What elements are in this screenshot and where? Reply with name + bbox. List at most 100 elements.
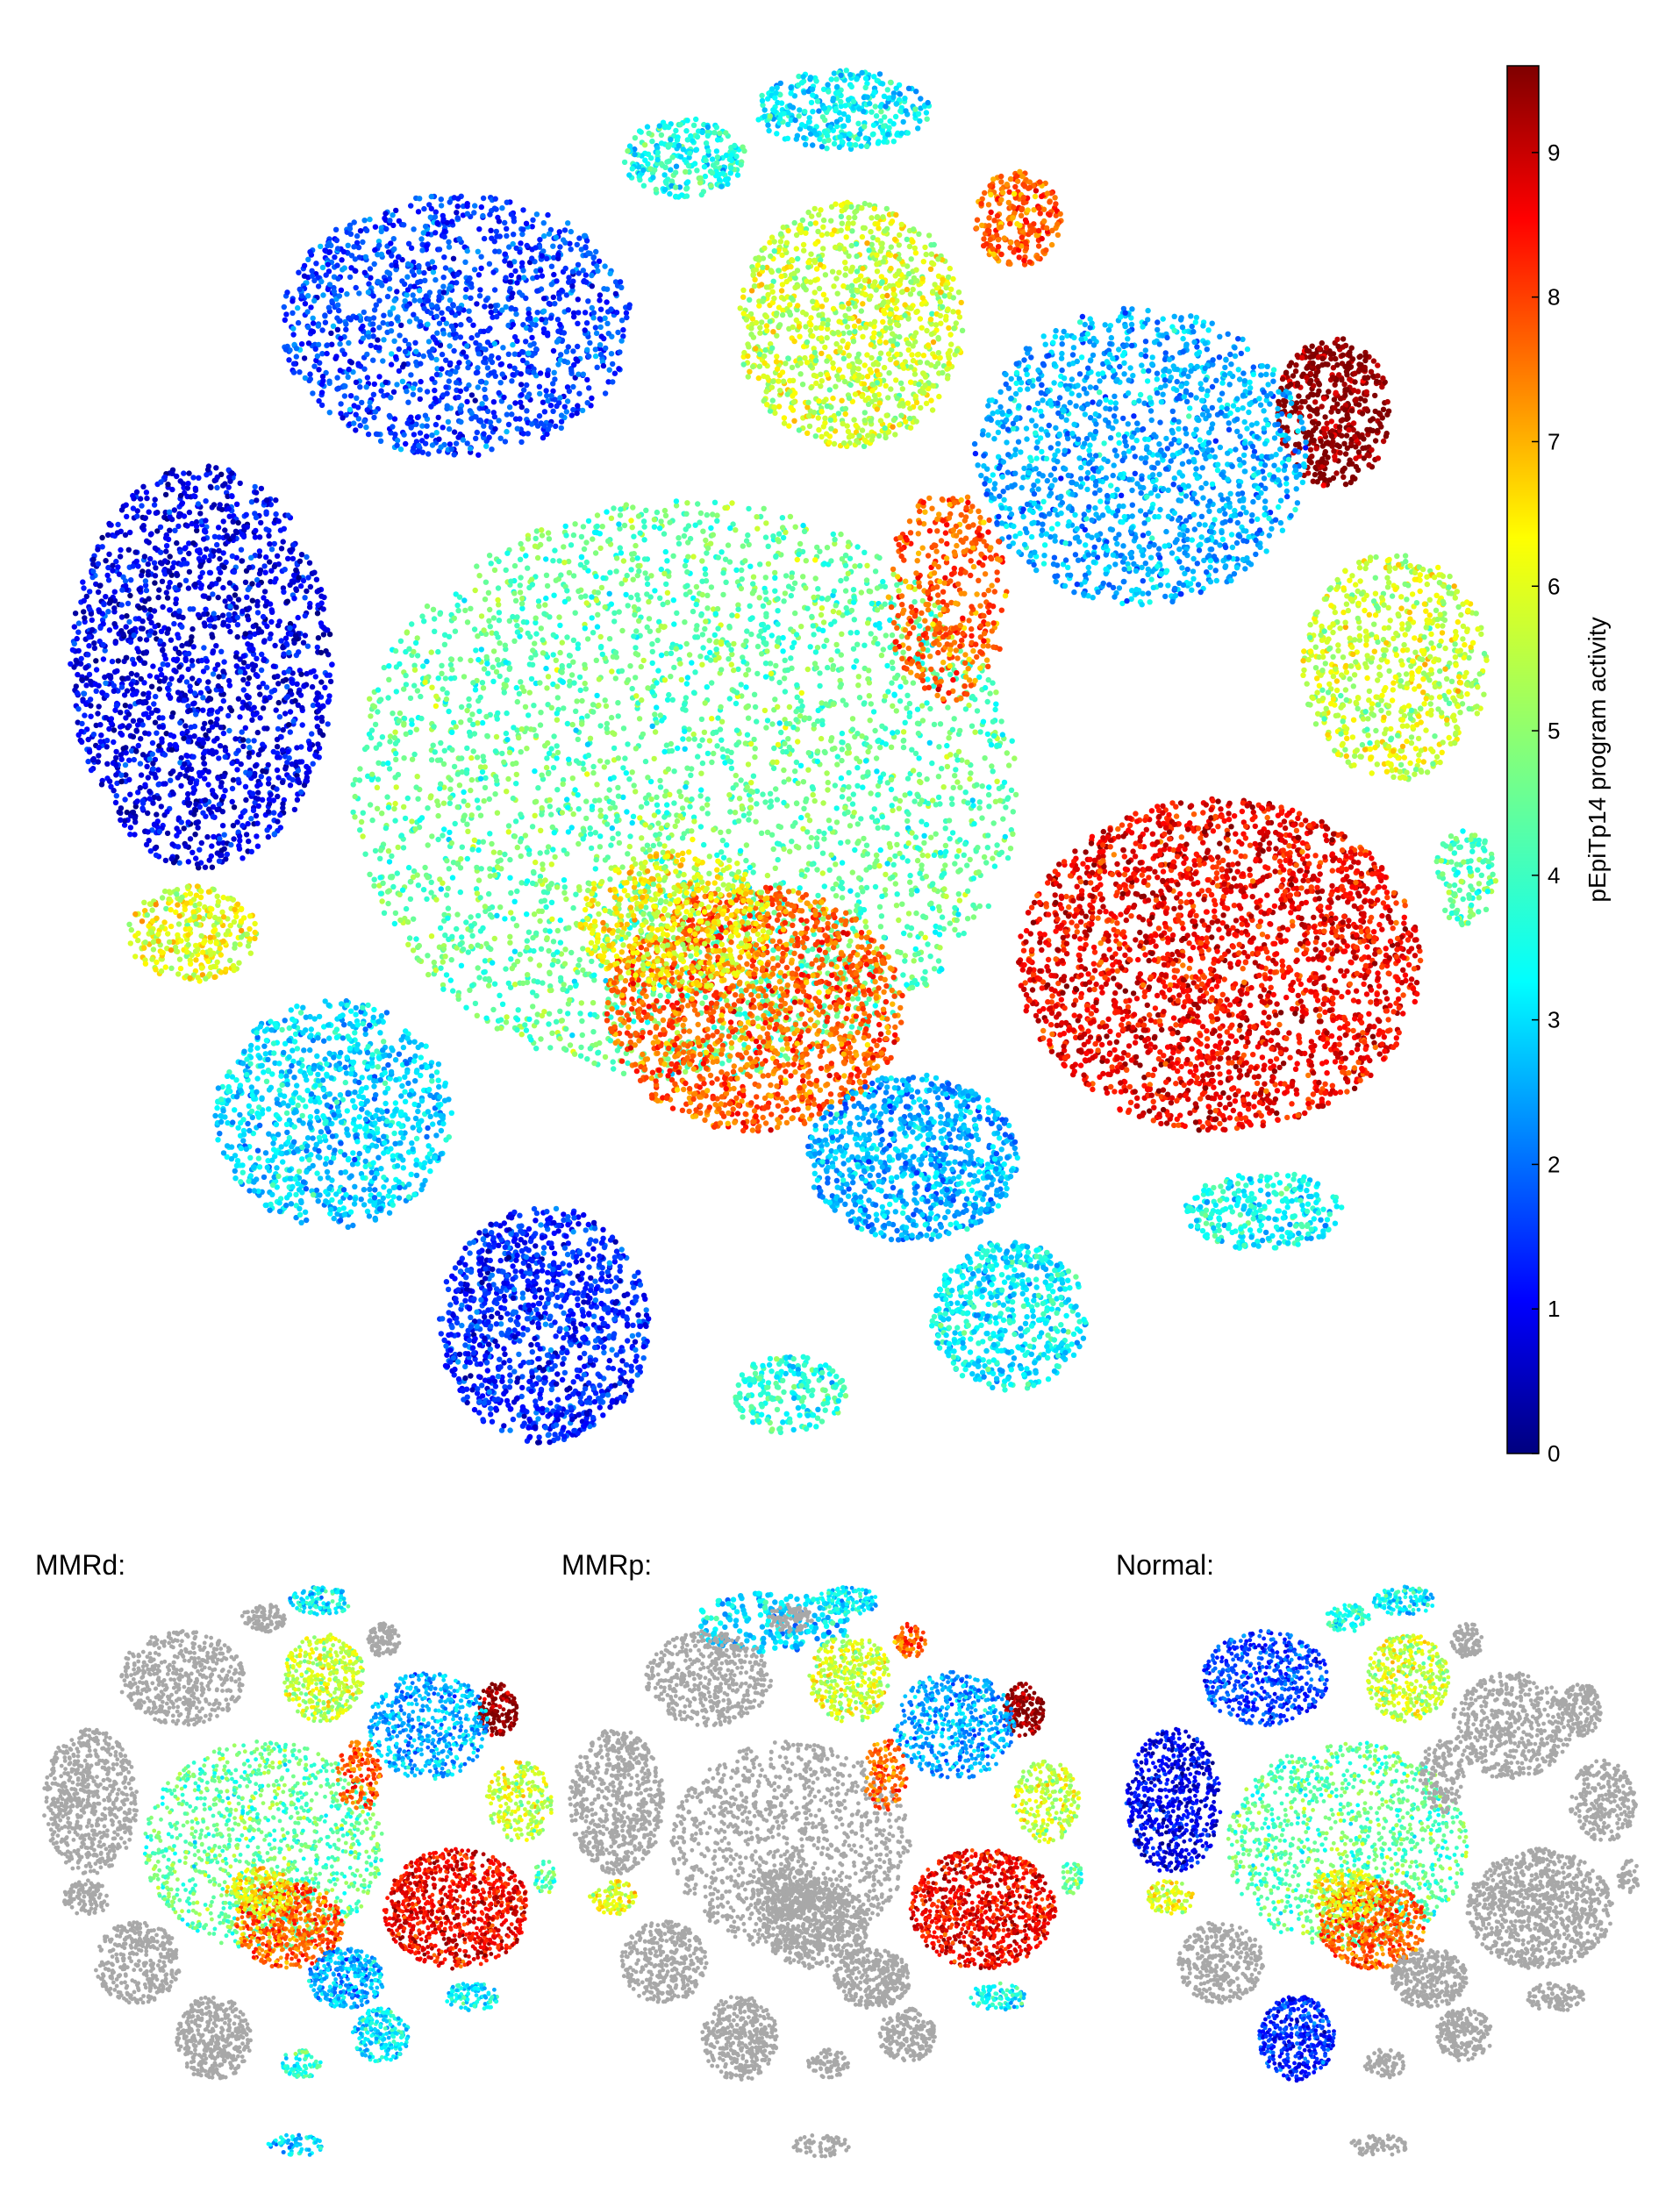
cell-point xyxy=(562,404,568,410)
cell-point xyxy=(854,76,860,82)
cell-point xyxy=(97,704,102,709)
cell-point xyxy=(123,762,128,768)
cell-point xyxy=(101,602,106,607)
cell-point xyxy=(329,662,334,668)
cell-point xyxy=(514,339,519,344)
cell-point xyxy=(601,363,606,368)
cell-point xyxy=(859,70,864,75)
cell-point xyxy=(829,76,834,82)
cell-point xyxy=(235,777,240,782)
cell-point xyxy=(575,403,580,408)
cell-point xyxy=(246,738,251,743)
cell-point xyxy=(220,612,225,618)
cell-point xyxy=(262,570,268,575)
cell-point xyxy=(816,108,821,113)
cell-point xyxy=(565,398,570,404)
cell-point xyxy=(206,769,211,775)
cell-point xyxy=(144,588,149,593)
cell-point xyxy=(211,625,217,630)
cell-point xyxy=(288,782,293,788)
cell-point xyxy=(871,89,876,95)
cell-point xyxy=(95,711,100,716)
cell-point xyxy=(549,282,554,287)
cell-point xyxy=(499,307,504,312)
cell-point xyxy=(305,325,311,330)
cell-point xyxy=(275,754,280,760)
cell-point xyxy=(418,379,423,384)
cell-point xyxy=(138,736,143,741)
cell-point xyxy=(254,599,260,604)
cell-point xyxy=(158,550,163,555)
cell-point xyxy=(483,444,489,449)
cell-point xyxy=(191,785,197,790)
cell-point xyxy=(447,343,452,348)
cell-point xyxy=(894,86,899,91)
cell-point xyxy=(453,369,458,375)
cell-point xyxy=(799,122,804,127)
cell-point xyxy=(200,811,205,816)
cell-point xyxy=(168,676,174,682)
cell-point xyxy=(807,125,812,131)
cell-point xyxy=(225,713,231,718)
cell-point xyxy=(455,306,461,311)
cell-point xyxy=(583,244,588,249)
cell-point xyxy=(140,484,146,489)
cell-point xyxy=(397,368,402,374)
cell-point xyxy=(299,293,304,298)
cell-point xyxy=(595,365,600,370)
cell-point xyxy=(127,792,132,797)
cell-point xyxy=(393,354,398,360)
cell-point xyxy=(159,629,164,634)
cell-point xyxy=(214,485,219,490)
cell-point xyxy=(381,320,386,325)
cell-point xyxy=(334,262,340,268)
cell-point xyxy=(342,383,347,389)
cell-point xyxy=(846,97,851,103)
cell-point xyxy=(372,307,377,312)
cell-point xyxy=(620,327,626,332)
cell-point xyxy=(458,407,463,412)
cell-point xyxy=(507,363,512,368)
cell-point xyxy=(238,481,243,486)
cell-point xyxy=(410,268,415,274)
cell-point xyxy=(241,687,247,692)
cell-point xyxy=(261,563,267,568)
cell-point xyxy=(604,299,609,304)
cell-point xyxy=(316,323,321,328)
cell-point xyxy=(315,354,320,359)
cell-point xyxy=(189,725,194,730)
cell-point xyxy=(387,286,392,291)
cell-point xyxy=(302,263,307,268)
cell-point xyxy=(347,226,353,232)
cell-point xyxy=(772,95,777,100)
cell-point xyxy=(236,596,241,602)
cell-point xyxy=(249,849,254,854)
cell-point xyxy=(542,409,547,414)
cell-point xyxy=(454,271,460,276)
cell-point xyxy=(801,135,806,140)
cell-point xyxy=(152,502,157,507)
cell-point xyxy=(94,667,99,672)
cell-point xyxy=(351,420,356,425)
cell-point xyxy=(511,241,516,246)
cell-point xyxy=(493,303,498,308)
cell-point xyxy=(468,296,473,301)
cell-point xyxy=(855,121,861,126)
cell-point xyxy=(124,624,129,629)
cell-point xyxy=(525,394,530,399)
cell-point xyxy=(411,432,417,437)
cell-point xyxy=(282,567,288,572)
cell-point xyxy=(325,721,331,726)
cell-point xyxy=(533,346,539,352)
cell-point xyxy=(325,342,330,347)
cell-point xyxy=(174,596,179,602)
cell-point xyxy=(338,368,343,373)
cell-point xyxy=(363,425,368,430)
cell-point xyxy=(899,131,904,136)
cell-point xyxy=(348,393,354,398)
main-tsne-scatter xyxy=(68,68,1498,1654)
cell-point xyxy=(597,342,603,347)
cell-point xyxy=(824,146,829,151)
cell-point xyxy=(327,282,332,287)
cell-point xyxy=(154,853,159,858)
